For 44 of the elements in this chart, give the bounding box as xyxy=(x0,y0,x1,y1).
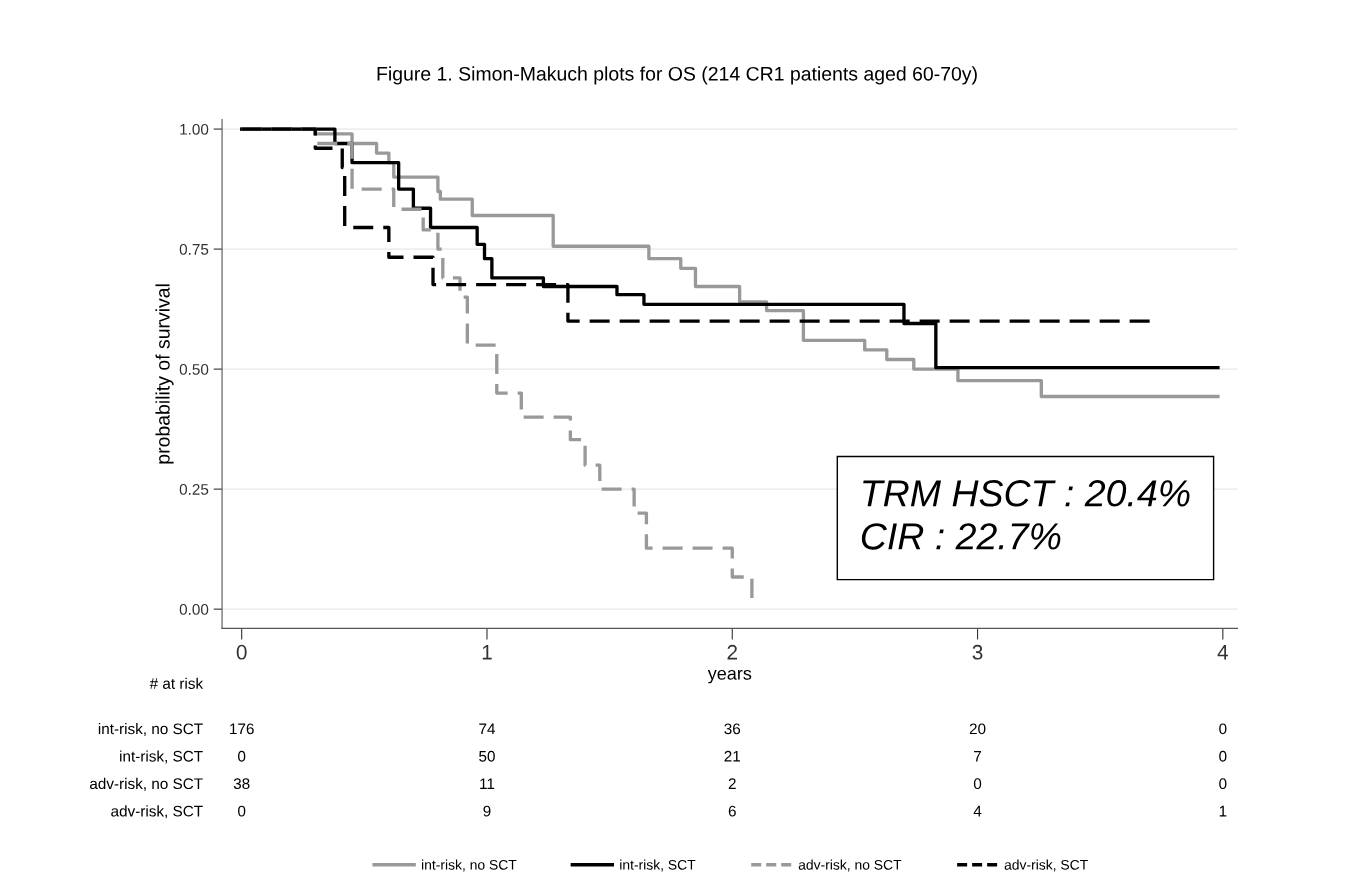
x-tick-label: 2 xyxy=(727,644,738,660)
text: 74 xyxy=(479,723,496,735)
text: int-risk, no SCT xyxy=(98,723,203,737)
x-tick-label: 1 xyxy=(482,645,492,660)
annotation: CIR : 22.7% xyxy=(861,523,1061,550)
x-tick-label: 3 xyxy=(972,644,983,660)
chart-title: Figure 1. Simon-Makuch plots for OS (214 CR1 patients aged 60-70y) xyxy=(377,66,977,85)
text: adv-risk, SCT xyxy=(111,805,203,819)
text: int-risk, SCT xyxy=(120,750,203,764)
text: 0 xyxy=(1219,723,1227,735)
text: 11 xyxy=(480,778,495,789)
x-axis-title: years xyxy=(707,669,752,684)
text: 1 xyxy=(1219,805,1227,817)
legend-label: adv-risk, SCT xyxy=(1004,859,1088,872)
y-tick-label: 0.25 xyxy=(179,484,209,495)
y-tick-label: 0.75 xyxy=(179,243,209,255)
annotation: TRM HSCT : 20.4% xyxy=(863,480,1190,507)
x-tick-label: 4 xyxy=(1217,645,1229,660)
y-tick-label: 0.00 xyxy=(179,604,209,615)
x-tick-label: 0 xyxy=(236,644,247,660)
text: 6 xyxy=(728,805,736,817)
text: 0 xyxy=(238,750,246,762)
text: 0 xyxy=(1219,778,1227,790)
text: 2 xyxy=(728,778,736,789)
text: 38 xyxy=(233,778,250,790)
text: 36 xyxy=(724,723,741,735)
text: 4 xyxy=(973,805,982,817)
text: 0 xyxy=(973,778,982,790)
text: adv-risk, no SCT xyxy=(89,777,203,791)
y-tick-label: 1.00 xyxy=(180,123,209,135)
legend-label: adv-risk, no SCT xyxy=(798,859,902,872)
y-tick-label: 0.50 xyxy=(179,363,209,375)
text: 9 xyxy=(483,805,491,817)
text: 0 xyxy=(238,805,246,817)
text: 50 xyxy=(479,750,495,762)
legend-label: int-risk, SCT xyxy=(620,859,696,872)
y-axis-title: probability of survival xyxy=(155,284,174,464)
text: 0 xyxy=(1219,750,1227,762)
legend-label: int-risk, no SCT xyxy=(422,859,517,872)
text: 7 xyxy=(974,751,982,762)
text: 20 xyxy=(969,723,986,735)
text: # at risk xyxy=(149,677,204,689)
text: 21 xyxy=(724,750,741,762)
text: 176 xyxy=(230,723,254,735)
